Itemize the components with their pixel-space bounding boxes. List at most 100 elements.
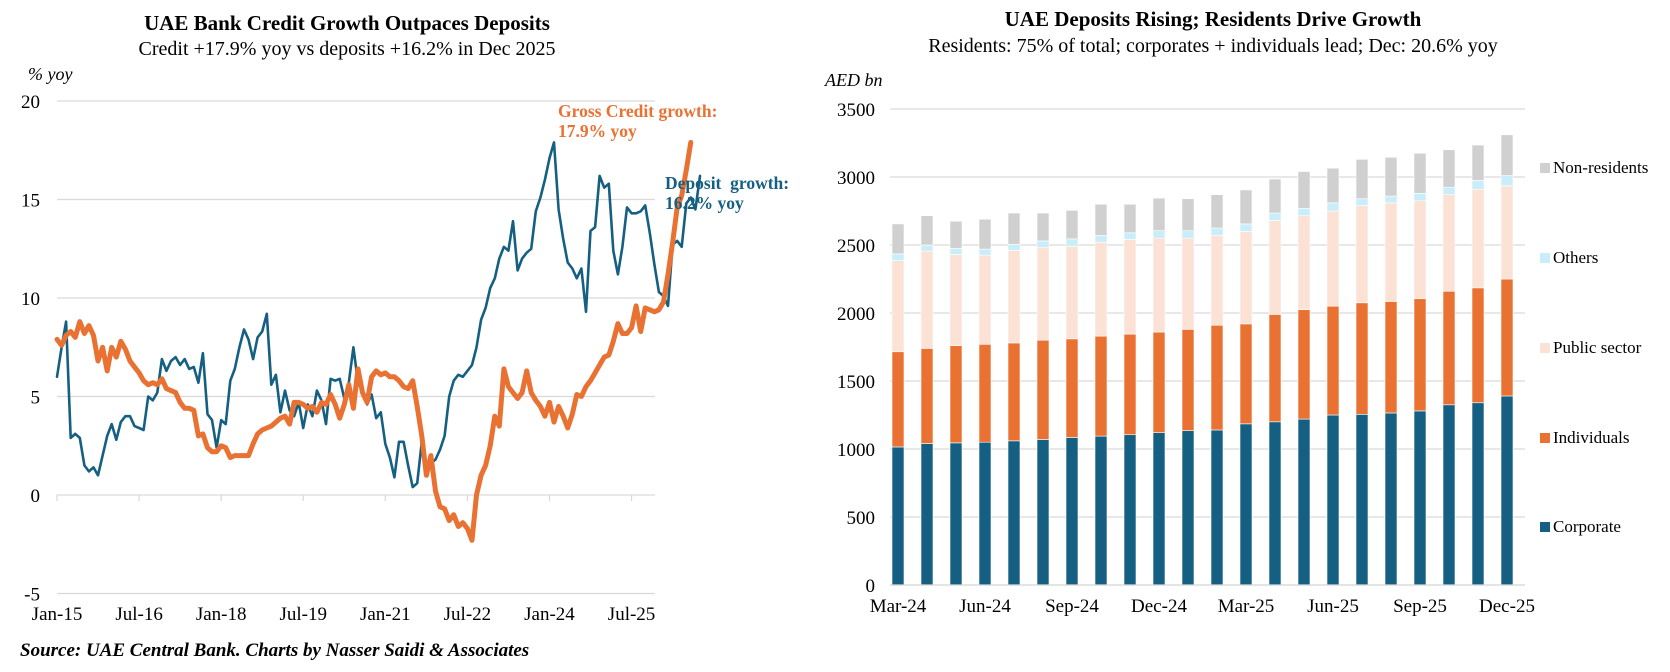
line-chart-gridlines xyxy=(57,100,655,595)
x-tick-label: Jun-25 xyxy=(1307,596,1359,617)
line-chart-x-ticks: Jan-15 Jul-16 Jan-18 Jul-19 Jan-21 Jul-22 Jan-… xyxy=(32,495,656,625)
y-tick-label: 20 xyxy=(21,92,40,113)
bar-segment-non-residents xyxy=(920,215,934,246)
x-tick-label: Mar-24 xyxy=(870,596,927,617)
credit-annotation-label: Gross Credit growth: xyxy=(558,101,717,121)
bar-stack-Jul-24 xyxy=(1007,212,1021,586)
bar-segment-non-residents xyxy=(891,223,905,255)
bar-segment-individuals xyxy=(1065,338,1079,438)
bar-segment-others xyxy=(1471,180,1485,190)
bar-segment-individuals xyxy=(978,343,992,443)
bar-segment-non-residents xyxy=(1123,203,1137,234)
bar-stack-Oct-24 xyxy=(1094,203,1108,586)
bar-segment-individuals xyxy=(1297,309,1311,420)
legend-swatch xyxy=(1540,253,1550,263)
legend-item-corporate: Corporate xyxy=(1540,517,1621,536)
legend-swatch xyxy=(1540,163,1550,173)
line-chart-subtitle: Credit +17.9% yoy vs deposits +16.2% in … xyxy=(139,38,556,60)
bar-segment-non-residents xyxy=(1268,178,1282,214)
legend-swatch xyxy=(1540,433,1550,443)
bar-segment-individuals xyxy=(1413,298,1427,412)
bar-segment-others xyxy=(891,253,905,261)
legend-swatch xyxy=(1540,343,1550,353)
bar-segment-others xyxy=(1065,238,1079,247)
x-tick-label: Jun-24 xyxy=(959,596,1011,617)
bar-segment-corporate xyxy=(1181,430,1195,586)
bar-segment-non-residents xyxy=(1471,144,1485,181)
bar-segment-public-sector xyxy=(1500,185,1514,280)
bar-segment-non-residents xyxy=(1384,156,1398,197)
bar-segment-others xyxy=(1007,244,1021,251)
bar-segment-individuals xyxy=(920,348,934,444)
y-tick-label: 3500 xyxy=(837,100,875,121)
bar-segment-corporate xyxy=(1268,421,1282,586)
bar-segment-corporate xyxy=(1326,414,1340,586)
bar-stack-Mar-24 xyxy=(891,223,905,586)
line-chart-series xyxy=(54,139,702,543)
credit-annotation-value: 17.9% yoy xyxy=(558,121,637,141)
bar-segment-others xyxy=(1094,235,1108,243)
bar-segment-non-residents xyxy=(1007,212,1021,245)
bar-segment-public-sector xyxy=(1413,200,1427,300)
x-tick-label: Jan-15 xyxy=(32,604,83,625)
bar-segment-non-residents xyxy=(1065,210,1079,240)
bar-segment-non-residents xyxy=(1355,159,1369,200)
x-tick-label: Jul-25 xyxy=(608,604,656,625)
bar-chart-y-ticks: 3500 3000 2500 2000 1500 1000 500 0 xyxy=(837,100,875,597)
bar-segment-non-residents xyxy=(1297,171,1311,209)
bar-segment-non-residents xyxy=(1239,189,1253,225)
x-tick-label: Sep-25 xyxy=(1393,596,1447,617)
y-tick-label: 5 xyxy=(31,388,41,409)
bar-segment-individuals xyxy=(1152,331,1166,433)
stacked-bar-chart: UAE Deposits Rising; Residents Drive Gro… xyxy=(824,7,1648,617)
bar-segment-corporate xyxy=(1384,412,1398,586)
bar-segment-non-residents xyxy=(1036,212,1050,242)
bar-segment-public-sector xyxy=(978,254,992,345)
bar-segment-non-residents xyxy=(1094,203,1108,236)
bar-segment-public-sector xyxy=(1268,220,1282,315)
bar-stack-Aug-24 xyxy=(1036,212,1050,586)
bar-segment-corporate xyxy=(891,446,905,586)
source-note: Source: UAE Central Bank. Charts by Nass… xyxy=(20,640,529,661)
y-tick-label: 0 xyxy=(31,486,41,507)
bar-segment-individuals xyxy=(1442,290,1456,406)
legend-item-public-sector: Public sector xyxy=(1540,338,1642,357)
bar-segment-individuals xyxy=(1355,302,1369,415)
bar-segment-non-residents xyxy=(978,218,992,250)
bar-segment-others xyxy=(949,248,963,255)
line-chart: UAE Bank Credit Growth Outpaces Deposits… xyxy=(20,11,789,661)
bar-segment-others xyxy=(1442,186,1456,195)
bar-stack-Feb-25 xyxy=(1210,194,1224,586)
bar-segment-non-residents xyxy=(949,220,963,249)
bar-segment-others xyxy=(1123,232,1137,240)
bar-stack-Apr-24 xyxy=(920,215,934,586)
y-tick-label: 2000 xyxy=(837,304,875,325)
x-tick-label: Jan-24 xyxy=(524,604,575,625)
bar-chart-bars xyxy=(890,134,1525,586)
x-tick-label: Sep-24 xyxy=(1045,596,1099,617)
legend-item-individuals: Individuals xyxy=(1540,428,1630,447)
x-tick-label: Jul-22 xyxy=(444,604,492,625)
bar-segment-non-residents xyxy=(1500,134,1514,176)
bar-segment-others xyxy=(1152,230,1166,239)
bar-segment-others xyxy=(1210,227,1224,236)
line-chart-y-ticks: 20 15 10 5 0 -5 xyxy=(21,92,40,606)
bar-segment-corporate xyxy=(949,442,963,586)
x-tick-label: Jan-18 xyxy=(196,604,247,625)
bar-segment-others xyxy=(1181,230,1195,239)
bar-segment-public-sector xyxy=(1152,237,1166,333)
bar-segment-public-sector xyxy=(1210,235,1224,326)
deposit-annotation-label: Deposit growth: xyxy=(665,173,789,193)
credit-growth-line xyxy=(54,139,694,543)
bar-segment-individuals xyxy=(1268,314,1282,423)
bar-segment-corporate xyxy=(1239,423,1253,586)
x-tick-label: Jul-16 xyxy=(115,604,163,625)
bar-segment-public-sector xyxy=(1007,250,1021,344)
bar-stack-Jul-25 xyxy=(1355,159,1369,586)
bar-segment-corporate xyxy=(1413,410,1427,586)
bar-segment-non-residents xyxy=(1152,197,1166,232)
bar-segment-corporate xyxy=(1442,404,1456,586)
bar-segment-public-sector xyxy=(1123,239,1137,335)
legend-label: Others xyxy=(1553,248,1598,267)
